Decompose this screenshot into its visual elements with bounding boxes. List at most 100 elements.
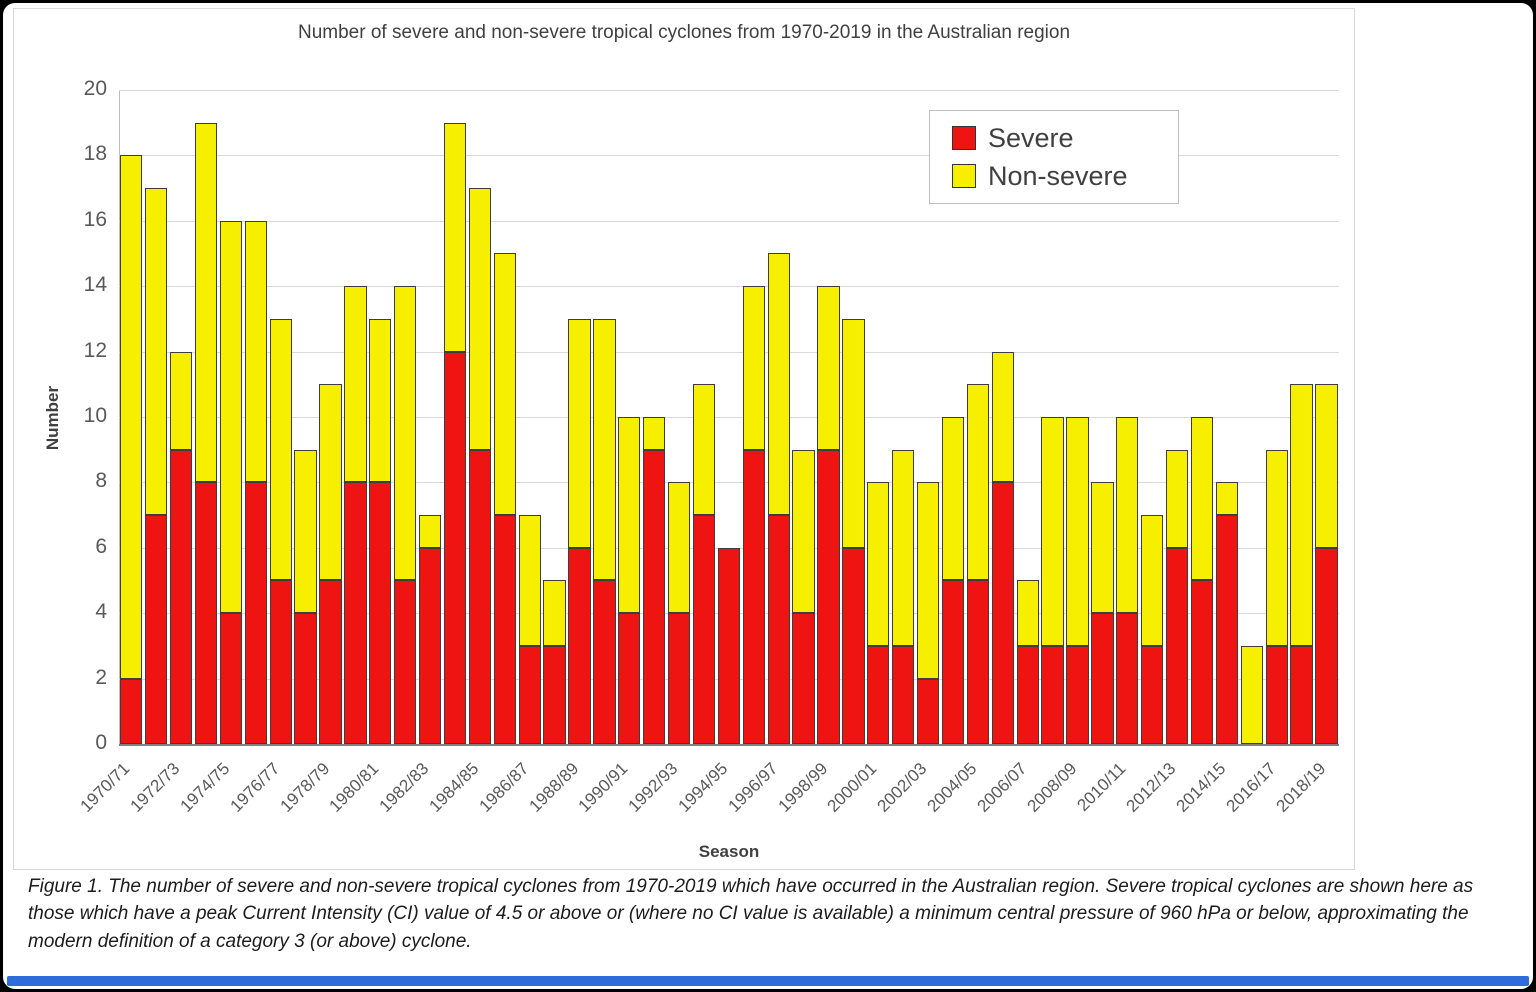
bar-segment-non-severe: [842, 319, 865, 548]
bar-segment-severe: [1041, 646, 1064, 744]
bar-1979-80: [344, 286, 367, 744]
bar-segment-non-severe: [817, 286, 840, 450]
bar-segment-severe: [169, 450, 193, 744]
gridline-y-0: [119, 744, 1339, 746]
chart-title: Number of severe and non-severe tropical…: [297, 22, 1071, 43]
bar-segment-non-severe: [219, 221, 243, 613]
bar-segment-severe: [792, 613, 815, 744]
y-tick-label-12: 12: [83, 338, 107, 362]
bar-segment-non-severe: [418, 515, 442, 548]
bar-segment-severe: [1141, 646, 1164, 744]
bar-1987-88: [543, 580, 566, 744]
bar-2016-17: [1265, 450, 1288, 744]
bar-segment-non-severe: [867, 482, 890, 646]
bar-segment-non-severe: [443, 123, 467, 352]
bar-2010-11: [1116, 417, 1139, 744]
bar-segment-non-severe: [593, 319, 616, 580]
screenshot-panel: Number of severe and non-severe tropical…: [3, 3, 1533, 989]
bar-segment-severe: [1290, 646, 1313, 744]
bar-segment-severe: [1091, 613, 1114, 744]
bar-segment-severe: [941, 580, 965, 744]
bar-segment-severe: [817, 450, 840, 744]
bar-1974-75: [219, 221, 243, 744]
bar-2008-09: [1066, 417, 1089, 744]
bar-2005-06: [991, 352, 1014, 744]
y-tick-label-2: 2: [95, 665, 107, 689]
bar-segment-non-severe: [568, 319, 591, 548]
bar-segment-severe: [319, 580, 342, 744]
bar-segment-non-severe: [468, 188, 492, 450]
bar-1985-86: [493, 253, 516, 744]
bar-2000-01: [867, 482, 890, 744]
bar-segment-non-severe: [369, 319, 392, 482]
legend-item-non-severe: Non-severe: [952, 157, 1178, 195]
y-tick-label-0: 0: [95, 731, 107, 755]
bar-2015-16: [1240, 646, 1263, 744]
gridline-y-14: [119, 286, 1339, 288]
bar-2013-14: [1190, 417, 1214, 744]
bar-segment-non-severe: [1116, 417, 1139, 613]
bar-segment-non-severe: [493, 253, 516, 515]
bar-1986-87: [518, 515, 541, 744]
y-tick-label-18: 18: [83, 142, 107, 166]
bar-segment-non-severe: [618, 417, 641, 613]
bar-segment-severe: [593, 580, 616, 744]
bar-1984-85: [468, 188, 492, 744]
bottom-blue-bar: [7, 976, 1529, 986]
bar-1989-90: [593, 319, 616, 744]
bar-segment-severe: [244, 482, 267, 744]
bar-segment-severe: [294, 613, 317, 744]
bar-segment-severe: [219, 613, 243, 744]
bar-segment-severe: [443, 352, 467, 744]
bar-2011-12: [1141, 515, 1164, 744]
bar-segment-severe: [1215, 515, 1238, 744]
bar-segment-non-severe: [1240, 646, 1263, 744]
gridline-y-20: [119, 90, 1339, 91]
bar-segment-non-severe: [120, 155, 143, 679]
bar-segment-severe: [1116, 613, 1139, 744]
bar-segment-severe: [867, 646, 890, 744]
bar-2004-05: [966, 384, 990, 744]
bar-segment-severe: [1190, 580, 1214, 744]
bar-1983-84: [443, 123, 467, 744]
bar-segment-non-severe: [1265, 450, 1288, 646]
bar-segment-non-severe: [518, 515, 541, 646]
bar-segment-non-severe: [169, 352, 193, 450]
bar-segment-non-severe: [1066, 417, 1089, 646]
bar-segment-severe: [1315, 548, 1338, 744]
bar-segment-severe: [145, 515, 168, 744]
bar-segment-severe: [767, 515, 790, 744]
bar-segment-severe: [369, 482, 392, 744]
gridline-y-10: [119, 417, 1339, 418]
bar-2001-02: [892, 450, 915, 744]
bar-2017-18: [1290, 384, 1313, 744]
y-tick-label-8: 8: [95, 469, 107, 493]
bar-2009-10: [1091, 482, 1114, 744]
bar-1973-74: [194, 123, 218, 744]
bar-segment-non-severe: [1141, 515, 1164, 646]
bar-segment-non-severe: [1165, 450, 1189, 548]
bar-segment-severe: [892, 646, 915, 744]
bar-segment-non-severe: [916, 482, 940, 679]
bar-segment-non-severe: [394, 286, 417, 580]
bar-segment-non-severe: [244, 221, 267, 482]
bar-1997-98: [792, 450, 815, 744]
bar-1971-72: [145, 188, 168, 744]
bar-segment-severe: [842, 548, 865, 744]
bar-1996-97: [767, 253, 790, 744]
bar-segment-severe: [1066, 646, 1089, 744]
bar-segment-non-severe: [767, 253, 790, 515]
bar-segment-severe: [1265, 646, 1288, 744]
bar-segment-non-severe: [1290, 384, 1313, 646]
non-severe-swatch-icon: [952, 164, 976, 188]
bar-segment-non-severe: [1190, 417, 1214, 580]
bar-segment-non-severe: [643, 417, 666, 450]
bar-segment-non-severe: [1016, 580, 1039, 646]
bar-segment-severe: [1016, 646, 1039, 744]
bar-segment-non-severe: [1215, 482, 1238, 515]
bar-segment-severe: [991, 482, 1014, 744]
bar-1988-89: [568, 319, 591, 744]
gridline-y-12: [119, 351, 1339, 353]
cyclone-chart: Number of severe and non-severe tropical…: [13, 8, 1355, 870]
bar-1982-83: [418, 515, 442, 744]
